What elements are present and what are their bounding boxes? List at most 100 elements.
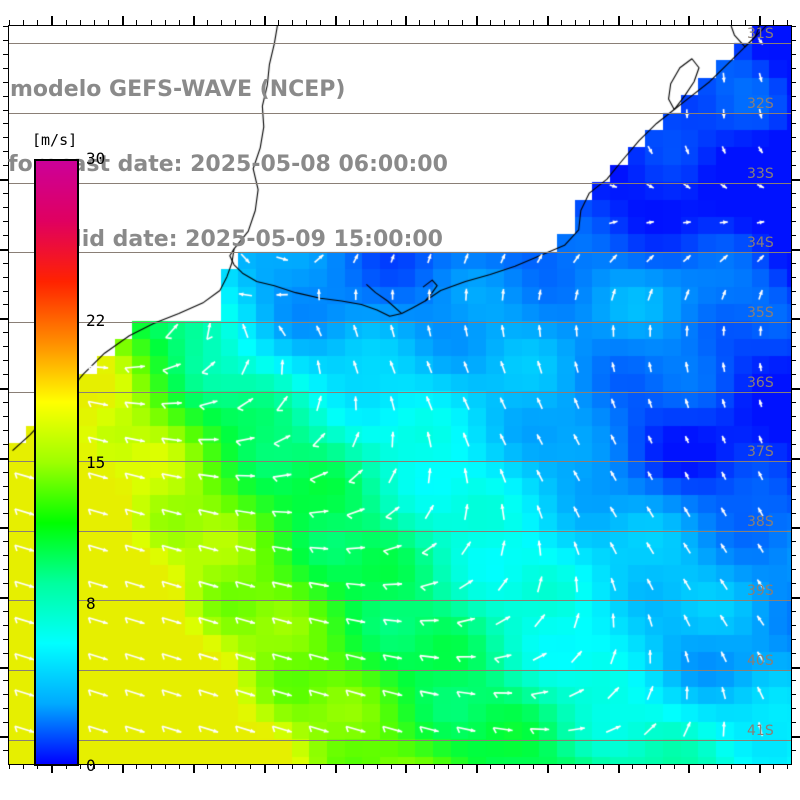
axis-tick-bottom [193,764,195,773]
axis-tick-top [546,16,549,25]
gridline-lat [9,113,791,114]
axis-tick-bottom [730,764,732,769]
axis-tick-top [193,16,195,25]
axis-tick-left [3,374,8,376]
axis-tick-bottom [292,764,294,769]
axis-tick-top [660,20,662,25]
axis-tick-right [791,81,796,83]
axis-tick-right [791,67,796,69]
axis-tick-right [791,652,796,654]
axis-tick-right [791,582,796,584]
axis-tick-bottom [447,764,449,769]
lat-label-41S: 41S [747,723,774,739]
axis-tick-left [0,527,8,530]
axis-tick-bottom [306,764,308,769]
axis-tick-right [791,610,796,612]
axis-tick-right [791,248,800,251]
gridline-lat [9,183,791,184]
axis-tick-left [3,401,8,403]
axis-tick-top [504,20,506,25]
axis-tick-top [716,20,718,25]
axis-tick-left [3,262,8,264]
axis-tick-left [3,332,8,334]
axis-tick-top [9,20,10,25]
axis-tick-top [221,20,223,25]
axis-tick-left [3,39,8,41]
axis-tick-left [3,290,8,292]
axis-tick-right [791,207,796,209]
axis-tick-right [791,318,800,321]
axis-tick-bottom [631,764,633,769]
axis-tick-top [730,20,732,25]
lat-label-37S: 37S [747,444,774,460]
axis-tick-left [3,234,8,236]
axis-tick-bottom [405,764,408,773]
axis-tick-right [791,666,800,669]
axis-tick-top [773,20,775,25]
lat-label-34S: 34S [747,235,774,251]
axis-tick-right [791,290,796,292]
axis-tick-left [3,109,8,111]
axis-tick-top [263,16,266,25]
axis-tick-left [3,207,8,209]
axis-tick-right [791,304,796,306]
colorbar-tick-30: 30 [86,149,106,168]
axis-tick-bottom [23,764,25,769]
axis-tick-top [617,16,620,25]
axis-tick-right [791,485,796,487]
gridline-lat [9,461,791,462]
axis-tick-right [791,179,800,182]
axis-tick-left [0,179,8,182]
axis-tick-bottom [433,764,435,769]
axis-tick-bottom [150,764,152,769]
axis-tick-bottom [518,764,520,769]
axis-tick-top [207,20,209,25]
axis-tick-bottom [178,764,180,769]
axis-tick-bottom [617,764,620,773]
axis-tick-left [3,151,8,153]
axis-tick-bottom [348,764,350,769]
axis-tick-left [0,248,8,251]
axis-tick-right [791,165,796,167]
axis-tick-right [791,332,796,334]
axis-tick-top [108,20,110,25]
axis-tick-left [3,67,8,69]
axis-tick-bottom [688,764,691,773]
axis-tick-left [0,318,8,321]
axis-tick-top [235,20,237,25]
axis-tick-right [791,513,796,515]
lat-label-32S: 32S [747,96,774,112]
axis-tick-right [791,193,796,195]
axis-tick-bottom [277,764,279,769]
lat-label-36S: 36S [747,375,774,391]
axis-tick-right [791,388,800,391]
axis-tick-left [3,95,8,97]
axis-tick-left [3,638,8,640]
axis-tick-left [3,680,8,682]
axis-tick-left [3,750,8,752]
axis-tick-top [447,20,449,25]
axis-tick-right [791,262,796,264]
axis-tick-left [3,610,8,612]
gridline-lat [9,252,791,253]
axis-tick-left [3,513,8,515]
gridline-lat [9,43,791,44]
axis-tick-top [178,20,180,25]
axis-tick-right [791,276,796,278]
axis-tick-bottom [575,764,577,769]
axis-tick-bottom [759,764,762,773]
lat-label-31S: 31S [747,26,774,42]
axis-tick-top [518,20,520,25]
axis-tick-bottom [235,764,237,769]
axis-tick-right [791,53,796,55]
axis-tick-top [277,20,279,25]
axis-tick-left [3,471,8,473]
axis-tick-bottom [207,764,209,769]
axis-tick-top [122,16,125,25]
axis-tick-bottom [561,764,562,769]
axis-tick-left [3,346,8,348]
axis-tick-bottom [79,764,81,769]
axis-tick-left [3,53,8,55]
axis-tick-top [164,20,166,25]
axis-tick-right [791,26,796,27]
